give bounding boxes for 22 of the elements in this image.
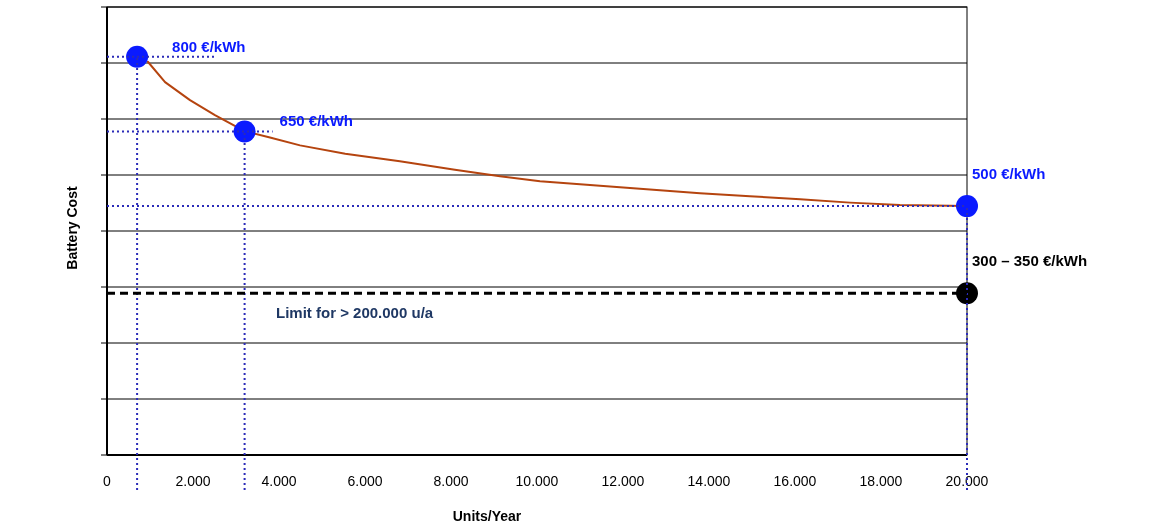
data-label: 800 €/kWh bbox=[172, 37, 246, 55]
x-tick-label: 8.000 bbox=[433, 473, 469, 489]
x-axis-title: Units/Year bbox=[452, 508, 522, 524]
point bbox=[126, 45, 149, 68]
x-tick-label: 18.000 bbox=[859, 473, 903, 489]
point bbox=[956, 195, 978, 218]
x-tick-label: 12.000 bbox=[601, 473, 645, 489]
y-axis-title: Battery Cost bbox=[64, 186, 80, 270]
x-tick-label: 10.000 bbox=[515, 473, 559, 489]
x-tick-label: 20.000 bbox=[945, 473, 989, 489]
x-tick-label: 14.000 bbox=[687, 473, 731, 489]
x-tick-label: 4.000 bbox=[261, 473, 297, 489]
x-tick-label: 2.000 bbox=[175, 473, 211, 489]
x-tick-label: 0 bbox=[103, 473, 112, 489]
x-tick-label: 16.000 bbox=[773, 473, 817, 489]
point bbox=[233, 120, 256, 143]
data-label: 650 €/kWh bbox=[279, 112, 353, 130]
ref-line-label: Limit for > 200.000 u/a bbox=[276, 304, 434, 322]
point bbox=[956, 282, 978, 305]
data-label: 300 – 350 €/kWh bbox=[972, 252, 1088, 270]
x-tick-label: 6.000 bbox=[347, 473, 383, 489]
data-label: 500 €/kWh bbox=[972, 165, 1046, 183]
